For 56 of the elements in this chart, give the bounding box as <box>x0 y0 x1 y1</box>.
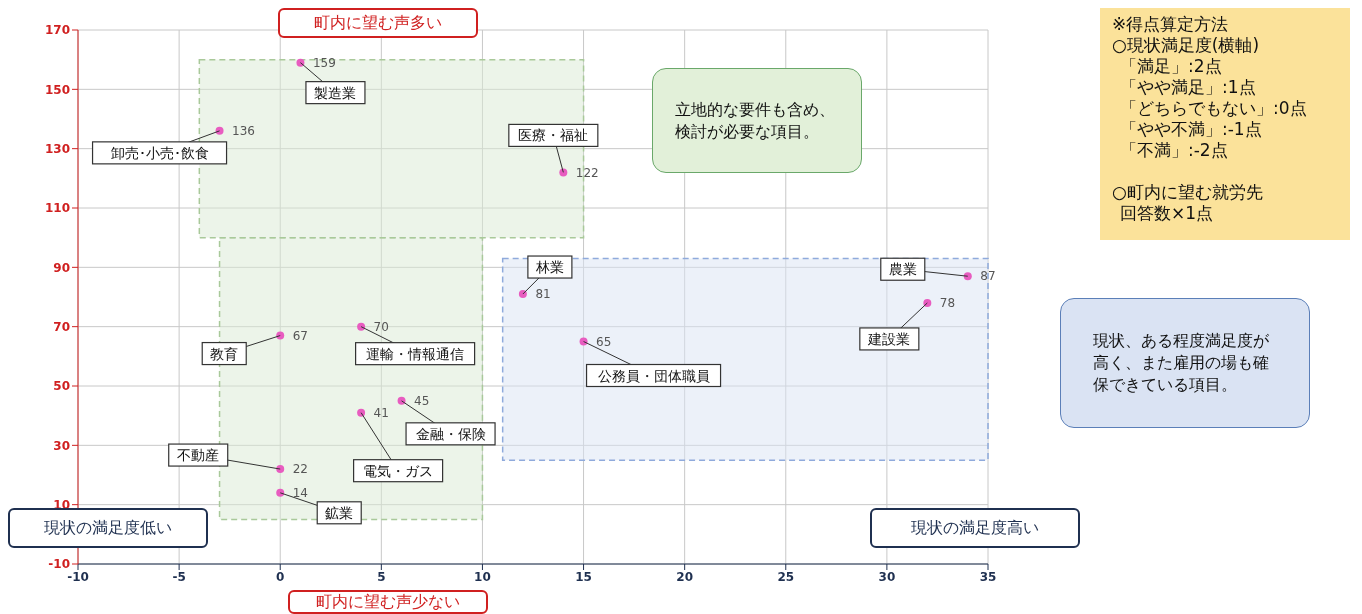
x-tick-label: 35 <box>979 569 997 584</box>
annotation: 立地的な要件も含め、検討が必要な項目。 <box>675 98 836 143</box>
data-label: 159 <box>312 55 336 70</box>
y-tick-label: -10 <box>48 557 70 572</box>
y-tick-label: 110 <box>44 201 70 216</box>
x-tick-label: 5 <box>377 569 386 584</box>
x-tick-label: 0 <box>276 569 285 584</box>
speech-bubble: 現状、ある程度満足度が高く、また雇用の場も確保できている項目。 <box>1060 298 1310 428</box>
data-label: 87 <box>980 269 996 284</box>
annotation: 不動産 <box>177 447 220 464</box>
label-box: 町内に望む声多い <box>278 8 478 38</box>
y-tick-label: 170 <box>44 23 70 38</box>
data-label: 70 <box>373 319 389 334</box>
annotation: 鉱業 <box>325 504 354 521</box>
data-label: 67 <box>292 328 309 343</box>
x-tick-label: 10 <box>474 569 491 584</box>
speech-bubble: 立地的な要件も含め、検討が必要な項目。 <box>652 68 862 173</box>
x-tick-label: -5 <box>172 569 186 584</box>
y-tick-label: 70 <box>53 319 70 334</box>
annotation: 電気・ガス <box>363 462 434 479</box>
label-box: 町内に望む声少ない <box>288 590 488 614</box>
annotation: 製造業 <box>314 84 357 101</box>
data-label: 122 <box>575 165 599 180</box>
annotation: 林業 <box>534 259 564 276</box>
annotation: 公務員・団体職員 <box>597 367 710 384</box>
annotation: 建設業 <box>867 330 911 347</box>
data-label: 22 <box>292 462 309 477</box>
annotation: 町内に望む声多い <box>314 12 442 34</box>
y-tick-label: 150 <box>44 82 70 97</box>
annotation: 現状の満足度低い <box>44 517 172 539</box>
data-label: 136 <box>232 124 255 139</box>
x-tick-label: -10 <box>67 569 89 584</box>
annotation: 運輸・情報通信 <box>366 345 465 362</box>
annotation: 農業 <box>888 261 917 278</box>
x-tick-label: 30 <box>878 569 896 584</box>
x-tick-label: 15 <box>575 569 592 584</box>
data-label: 14 <box>292 486 309 501</box>
y-tick-label: 50 <box>53 379 70 394</box>
data-label: 41 <box>373 405 389 420</box>
data-label: 65 <box>596 334 612 349</box>
note-box: ※得点算定方法 ○現状満足度(横軸) 「満足」:2点 「やや満足」:1点 「どちらでもない」:0点 「やや不満」:-1点 「不満」:-2点 ○町内に望む就労先 回答数×1点 <box>1100 8 1350 240</box>
y-tick-label: 90 <box>53 260 70 275</box>
label-box: 現状の満足度低い <box>8 508 208 548</box>
data-label: 81 <box>535 287 551 302</box>
annotation: 教育 <box>210 345 239 362</box>
annotation: 金融・保険 <box>415 425 486 442</box>
data-label: 45 <box>414 394 430 409</box>
x-tick-label: 25 <box>777 569 795 584</box>
y-tick-label: 130 <box>44 141 70 156</box>
annotation: 現状の満足度高い <box>911 517 1039 539</box>
y-tick-label: 30 <box>53 438 70 453</box>
x-tick-label: 20 <box>676 569 694 584</box>
data-label: 78 <box>939 296 956 311</box>
annotation: 医療・福祉 <box>518 127 589 144</box>
label-box: 現状の満足度高い <box>870 508 1080 548</box>
annotation: 卸売･小売･飲食 <box>110 144 209 161</box>
